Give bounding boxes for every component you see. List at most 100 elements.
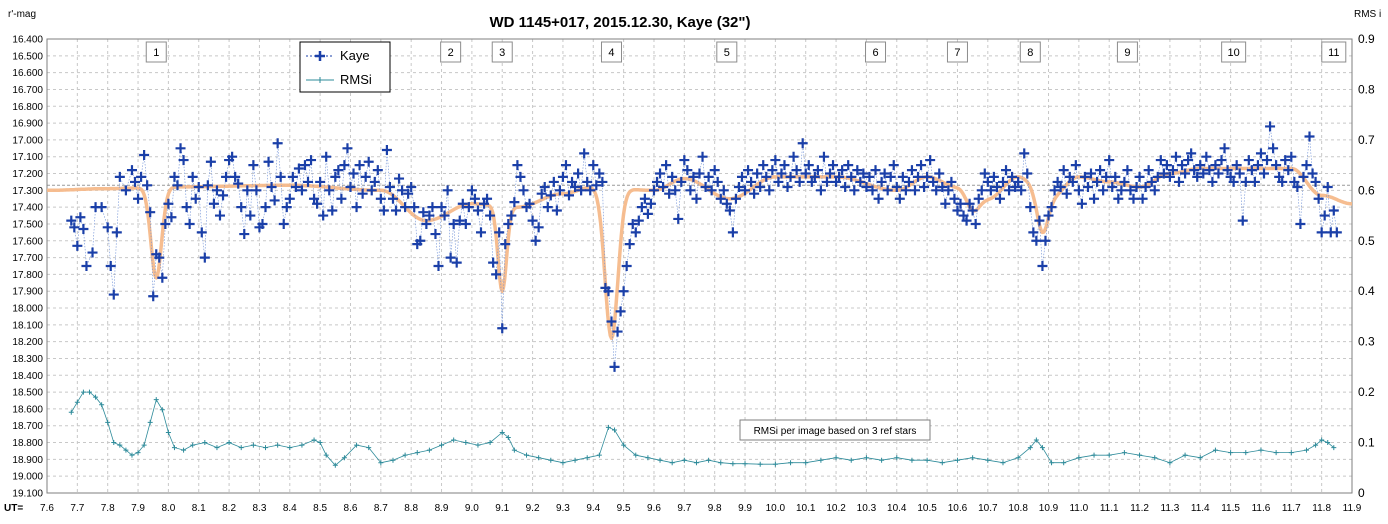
kaye-point	[536, 188, 547, 199]
kaye-point	[891, 181, 902, 192]
kaye-point	[897, 171, 908, 182]
kaye-point	[1122, 165, 1133, 176]
kaye-point	[1001, 165, 1012, 176]
x-tick-label: 10.3	[857, 503, 877, 514]
rmsi-point	[341, 455, 347, 461]
annotation-text: RMSi per image based on 3 ref stars	[754, 426, 917, 437]
kaye-point	[821, 176, 832, 187]
kaye-point	[257, 218, 268, 229]
kaye-point	[761, 171, 772, 182]
kaye-series	[66, 121, 1342, 372]
kaye-point	[369, 176, 380, 187]
kaye-point	[1271, 160, 1282, 171]
left-tick-label: 18.800	[12, 438, 43, 449]
rmsi-point	[818, 457, 824, 463]
kaye-point	[700, 181, 711, 192]
rmsi-point	[141, 442, 147, 448]
x-tick-label: 10.2	[826, 503, 846, 514]
legend-box	[299, 41, 391, 93]
rmsi-point	[939, 460, 945, 466]
kaye-point	[934, 168, 945, 179]
rmsi-point	[757, 461, 763, 467]
kaye-point	[661, 160, 672, 171]
x-tick-label: 9.1	[495, 503, 509, 514]
rmsi-point	[1197, 455, 1203, 461]
rmsi-point	[487, 440, 493, 446]
kaye-point	[469, 193, 480, 204]
kaye-point	[424, 210, 435, 221]
kaye-point	[66, 215, 77, 226]
kaye-point	[1331, 227, 1342, 238]
dip-label-box	[1321, 41, 1347, 63]
kaye-point	[1146, 176, 1157, 187]
kaye-point	[96, 202, 107, 213]
kaye-point	[916, 160, 927, 171]
kaye-point	[354, 160, 365, 171]
kaye-point	[1319, 210, 1330, 221]
kaye-point	[688, 171, 699, 182]
kaye-point	[126, 165, 137, 176]
kaye-point	[1037, 261, 1048, 271]
kaye-point	[175, 143, 186, 154]
kaye-point	[879, 168, 890, 179]
kaye-point	[1140, 181, 1151, 192]
kaye-point	[870, 165, 881, 176]
rmsi-point	[311, 437, 317, 443]
left-tick-label: 16.600	[12, 68, 43, 79]
kaye-point	[245, 210, 256, 221]
dip-label: 8	[1027, 47, 1033, 59]
legend-kaye-marker	[315, 51, 325, 61]
kaye-point	[160, 218, 171, 229]
kaye-point	[266, 181, 277, 192]
rmsi-point	[105, 419, 111, 425]
kaye-point	[506, 210, 517, 221]
kaye-point	[439, 210, 450, 221]
kaye-point	[961, 215, 972, 226]
x-tick-label: 9.6	[647, 503, 661, 514]
kaye-point	[1295, 218, 1306, 229]
kaye-point	[594, 168, 605, 179]
rmsi-point	[1091, 452, 1097, 458]
rmsi-point	[1228, 450, 1234, 456]
rmsi-point	[645, 455, 651, 461]
rmsi-point	[1313, 442, 1319, 448]
kaye-point	[864, 171, 875, 182]
kaye-point	[157, 272, 168, 283]
kaye-point	[472, 205, 483, 216]
kaye-point	[736, 171, 747, 182]
kaye-point	[539, 181, 550, 192]
kaye-point	[994, 193, 1005, 204]
kaye-point	[75, 212, 86, 223]
x-tick-label: 9.8	[708, 503, 722, 514]
kaye-point	[72, 240, 83, 251]
kaye-point	[1174, 176, 1185, 187]
kaye-point	[925, 155, 936, 166]
kaye-point	[178, 155, 189, 166]
kaye-point	[1137, 193, 1148, 204]
kaye-point	[381, 144, 392, 155]
dip-label-box	[1019, 41, 1041, 63]
kaye-point	[218, 190, 229, 201]
kaye-point	[1098, 185, 1109, 196]
left-tick-label: 17.400	[12, 203, 43, 214]
kaye-point	[451, 257, 462, 268]
kaye-point	[1040, 235, 1051, 246]
x-axis-label: UT=	[4, 503, 23, 514]
kaye-point	[533, 222, 544, 233]
kaye-point	[1134, 171, 1145, 182]
kaye-point	[576, 185, 587, 196]
left-tick-label: 17.900	[12, 287, 43, 298]
rmsi-point	[1167, 460, 1173, 466]
right-tick-label: 0.4	[1358, 284, 1375, 298]
rmsi-point	[954, 457, 960, 463]
x-tick-label: 10.7	[978, 503, 998, 514]
kaye-point	[636, 202, 647, 213]
kaye-point	[1070, 160, 1081, 171]
kaye-point	[791, 165, 802, 176]
kaye-point	[1289, 176, 1300, 187]
kaye-point	[163, 198, 174, 209]
kaye-point	[727, 227, 738, 238]
x-tick-label: 8.5	[313, 503, 327, 514]
kaye-point	[78, 224, 89, 235]
kaye-point	[570, 181, 581, 192]
